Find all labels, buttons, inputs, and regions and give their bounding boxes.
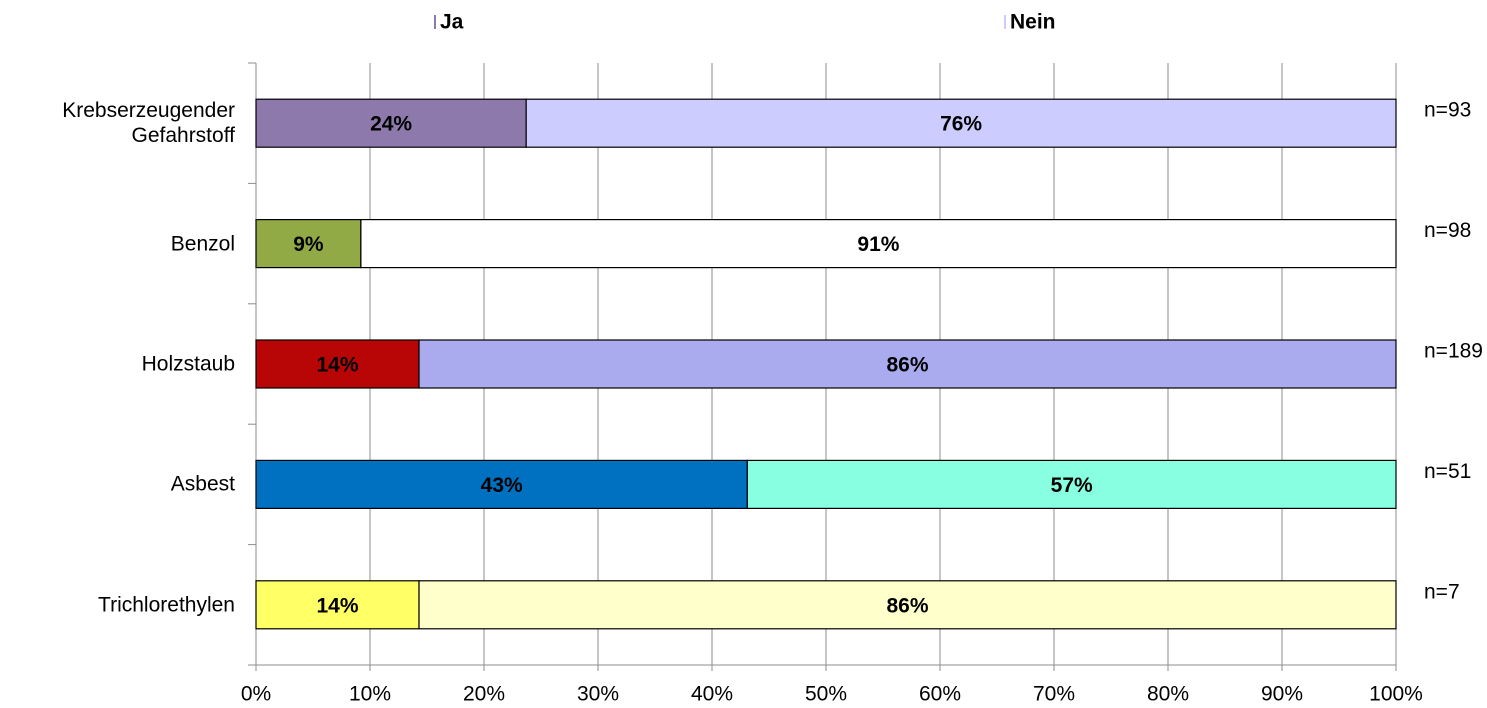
y-tick-label: Asbest — [170, 472, 235, 496]
annotation: n=7 — [1424, 580, 1460, 603]
x-tick-label: 10% — [349, 683, 391, 706]
legend-swatch — [1004, 15, 1006, 29]
bar-segment — [418, 339, 1397, 389]
data-label: 43% — [481, 474, 523, 497]
bar-segment — [360, 219, 1397, 269]
x-tick-label: 90% — [1261, 683, 1303, 706]
y-tick-label: Benzol — [170, 232, 235, 256]
legend-label: Ja — [440, 11, 464, 34]
data-label: 91% — [857, 233, 899, 256]
y-tick-label: Holzstaub — [141, 352, 235, 376]
bar-segment — [255, 459, 748, 509]
data-label: 57% — [1051, 474, 1093, 497]
x-tick-label: 0% — [241, 683, 271, 706]
data-label: 14% — [316, 354, 358, 377]
legend-label: Nein — [1010, 11, 1056, 34]
data-label: 76% — [940, 113, 982, 136]
bar-segment — [255, 339, 420, 389]
data-label: 86% — [886, 354, 928, 377]
bar-segment — [255, 219, 362, 269]
bar-segment — [255, 98, 527, 148]
bar-segment — [418, 580, 1397, 630]
y-tick-label: Krebserzeugender Gefahrstoff — [62, 99, 235, 148]
bar-segment — [255, 580, 420, 630]
x-tick-label: 70% — [1033, 683, 1075, 706]
y-tick-label: Trichlorethylen — [98, 593, 235, 617]
x-tick-label: 30% — [577, 683, 619, 706]
legend-swatch — [434, 15, 436, 29]
bar-segment — [525, 98, 1397, 148]
data-label: 86% — [886, 594, 928, 617]
annotation: n=98 — [1424, 219, 1471, 242]
data-label: 24% — [370, 113, 412, 136]
x-tick-label: 40% — [691, 683, 733, 706]
data-label: 14% — [316, 594, 358, 617]
data-label: 9% — [293, 233, 324, 256]
annotation: n=93 — [1424, 99, 1471, 122]
x-tick-label: 100% — [1369, 683, 1423, 706]
annotation: n=51 — [1424, 460, 1471, 483]
x-tick-label: 20% — [463, 683, 505, 706]
x-tick-label: 60% — [919, 683, 961, 706]
x-tick-label: 80% — [1147, 683, 1189, 706]
bar-segment — [746, 459, 1397, 509]
x-tick-label: 50% — [805, 683, 847, 706]
annotation: n=189 — [1424, 340, 1483, 363]
